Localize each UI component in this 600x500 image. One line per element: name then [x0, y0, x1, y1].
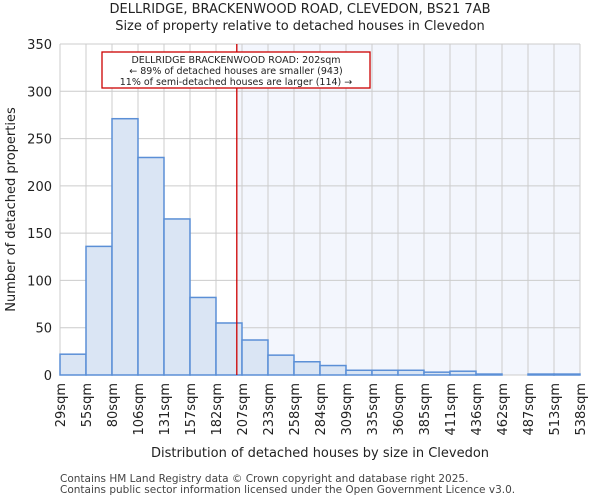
y-tick-label: 300: [27, 85, 52, 100]
chart-subtitle: Size of property relative to detached ho…: [115, 19, 485, 34]
y-tick-label: 350: [27, 38, 52, 53]
x-tick-label: 131sqm: [158, 383, 173, 436]
histogram-bar: [371, 369, 399, 376]
y-tick-label: 0: [44, 369, 52, 384]
chart-title: DELLRIDGE, BRACKENWOOD ROAD, CLEVEDON, B…: [109, 2, 491, 17]
x-tick-label: 182sqm: [210, 383, 225, 436]
annotation-box: [101, 51, 371, 89]
footer-line-1: Contains HM Land Registry data © Crown c…: [60, 473, 469, 485]
x-tick-label: 207sqm: [236, 383, 251, 436]
x-tick-label: 29sqm: [54, 383, 69, 427]
histogram-bar: [215, 322, 243, 376]
x-tick-label: 411sqm: [444, 383, 459, 436]
x-tick-label: 309sqm: [340, 383, 355, 436]
x-tick-label: 233sqm: [262, 383, 277, 436]
histogram-bar: [267, 354, 295, 376]
histogram-bar: [189, 296, 217, 376]
histogram-bar: [163, 218, 191, 376]
x-tick-label: 284sqm: [314, 383, 329, 436]
x-tick-label: 55sqm: [80, 383, 95, 427]
footer-line-2: Contains public sector information licen…: [60, 484, 516, 496]
histogram-bar: [137, 156, 165, 376]
histogram-bar: [319, 364, 347, 376]
x-tick-label: 385sqm: [418, 383, 433, 436]
x-tick-label: 513sqm: [548, 383, 563, 436]
annotation-text: DELLRIDGE BRACKENWOOD ROAD: 202sqm: [131, 55, 340, 66]
x-axis-label: Distribution of detached houses by size …: [151, 446, 489, 461]
y-tick-label: 250: [27, 133, 52, 148]
histogram-bar: [423, 371, 451, 376]
x-tick-label: 436sqm: [470, 383, 485, 436]
y-axis-label: Number of detached properties: [4, 107, 19, 312]
histogram-bar: [345, 369, 373, 376]
y-tick-label: 100: [27, 274, 52, 289]
x-tick-label: 538sqm: [574, 383, 589, 436]
x-tick-label: 258sqm: [288, 383, 303, 436]
x-tick-label: 80sqm: [106, 383, 121, 427]
x-tick-label: 335sqm: [366, 383, 381, 436]
histogram-bar: [527, 373, 555, 376]
histogram-bar: [397, 369, 425, 376]
y-tick-label: 50: [35, 322, 52, 337]
x-tick-label: 360sqm: [392, 383, 407, 436]
histogram-bar: [111, 117, 139, 376]
histogram-bar: [293, 361, 321, 376]
x-tick-label: 462sqm: [496, 383, 511, 436]
y-tick-label: 150: [27, 227, 52, 242]
annotation-text: ← 89% of detached houses are smaller (94…: [129, 66, 342, 77]
histogram-bar: [449, 370, 477, 376]
highlight-region: [236, 44, 581, 375]
histogram-bar: [475, 373, 503, 376]
histogram-bar: [85, 245, 113, 376]
x-tick-label: 157sqm: [184, 383, 199, 436]
x-tick-label: 106sqm: [132, 383, 147, 436]
histogram-bar: [553, 373, 581, 376]
y-tick-label: 200: [27, 180, 52, 195]
annotation-text: 11% of semi-detached houses are larger (…: [120, 77, 353, 88]
histogram-bar: [59, 353, 87, 376]
histogram-bar: [241, 339, 269, 376]
x-tick-label: 487sqm: [522, 383, 537, 436]
